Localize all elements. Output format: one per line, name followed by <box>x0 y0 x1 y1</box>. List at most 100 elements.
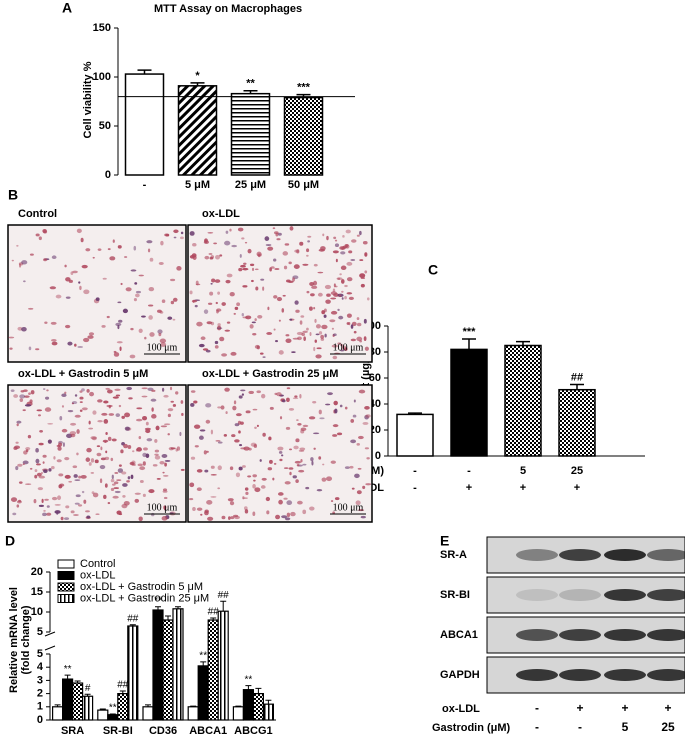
cell <box>254 426 257 429</box>
error-bar <box>255 687 262 694</box>
cell <box>107 436 112 442</box>
cell <box>121 471 127 475</box>
cell <box>252 511 256 517</box>
cell <box>204 238 208 243</box>
cell <box>288 448 293 451</box>
cell <box>243 446 250 451</box>
cell <box>28 307 34 310</box>
cell <box>102 277 107 280</box>
cell <box>360 283 365 288</box>
cell <box>67 409 74 413</box>
cell <box>231 434 236 438</box>
cell <box>243 262 247 265</box>
cell <box>100 446 103 451</box>
cell <box>199 429 206 432</box>
cell <box>240 421 244 425</box>
cell <box>18 481 23 484</box>
cell <box>356 322 362 327</box>
bar <box>504 344 542 457</box>
cell <box>265 244 272 246</box>
cell <box>198 343 205 348</box>
cell <box>282 294 286 297</box>
cell <box>79 285 82 291</box>
cell <box>217 465 222 471</box>
cell <box>341 345 347 350</box>
cell <box>121 415 125 419</box>
cell <box>318 248 325 252</box>
cell <box>88 420 91 425</box>
cell <box>313 346 316 352</box>
row-value: 25 <box>571 465 583 477</box>
cell <box>29 467 33 470</box>
cell <box>275 340 278 343</box>
cell <box>224 387 230 392</box>
protein-label: GAPDH <box>440 669 480 681</box>
condition-value: - <box>535 720 539 734</box>
cell <box>245 410 251 414</box>
cell <box>103 419 109 424</box>
cell <box>204 255 210 260</box>
cell <box>103 494 107 500</box>
blot-band <box>559 669 601 681</box>
cell <box>164 462 167 467</box>
cell <box>350 338 356 342</box>
cell <box>254 268 259 271</box>
cell <box>55 294 62 299</box>
cell <box>237 227 244 232</box>
cell <box>204 509 209 514</box>
cell <box>56 511 59 515</box>
cell <box>189 290 193 295</box>
cell <box>362 241 368 245</box>
cell <box>122 483 128 487</box>
cell <box>129 462 135 465</box>
cell <box>15 465 19 471</box>
cell <box>273 295 278 299</box>
cell <box>216 308 222 312</box>
cell <box>333 400 338 406</box>
cell <box>127 476 131 480</box>
y-axis-label: (fold change) <box>20 605 32 674</box>
condition-value: - <box>535 701 539 715</box>
cell <box>130 327 134 331</box>
cell <box>138 516 143 522</box>
cell <box>309 506 315 511</box>
cell <box>175 448 178 452</box>
cell <box>115 394 121 397</box>
cell <box>47 422 54 425</box>
cell <box>44 498 49 501</box>
cell <box>239 444 243 447</box>
cell <box>172 404 177 407</box>
cell <box>244 241 248 244</box>
cell <box>296 463 300 467</box>
cell <box>162 471 165 474</box>
cell <box>148 489 155 494</box>
row-value: + <box>574 482 580 494</box>
cell <box>163 423 171 426</box>
cell <box>215 440 221 442</box>
cell <box>316 489 323 492</box>
annotation: # <box>85 683 91 694</box>
error-bar <box>190 705 197 707</box>
cell <box>300 315 305 318</box>
cell <box>252 408 258 411</box>
y-axis-label: Relative mRNA level <box>8 587 20 693</box>
row-value: + <box>466 482 472 494</box>
cell <box>302 330 308 333</box>
cell <box>264 236 270 241</box>
cell <box>313 432 320 435</box>
cell <box>67 341 73 346</box>
cell <box>81 490 85 494</box>
cell <box>118 464 122 467</box>
cell <box>316 347 322 350</box>
annotation: * <box>195 70 200 82</box>
cell <box>64 517 70 520</box>
cell <box>288 408 295 411</box>
cell <box>334 243 340 248</box>
cell <box>286 387 291 390</box>
cell <box>180 468 185 471</box>
cell <box>139 479 144 483</box>
cell <box>350 439 357 444</box>
cell <box>251 321 256 324</box>
cell <box>161 516 168 521</box>
